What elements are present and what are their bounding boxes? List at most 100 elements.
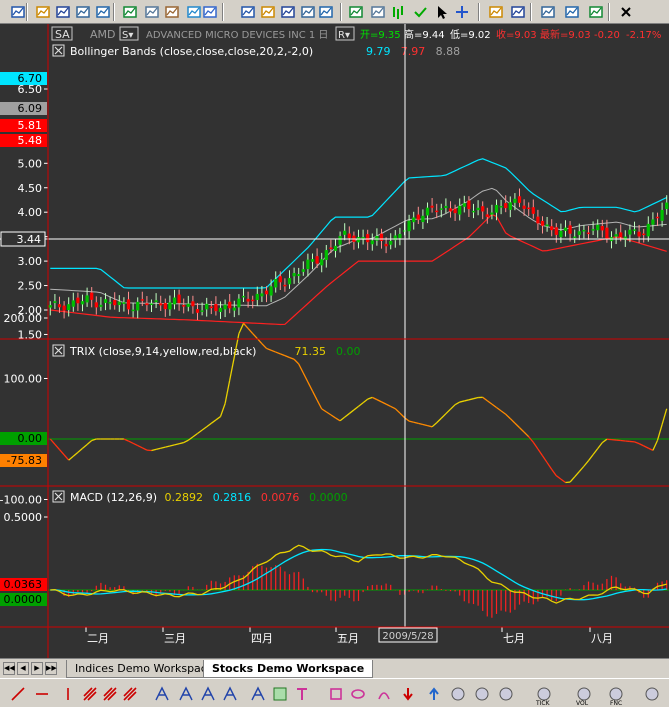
down-arrow-icon[interactable] <box>398 684 418 704</box>
clock-icon[interactable] <box>534 684 554 704</box>
vline-icon[interactable] <box>642 684 662 704</box>
chart-bar-icon[interactable] <box>616 2 636 22</box>
up-candle <box>596 224 600 231</box>
up-candle <box>218 307 223 312</box>
save-icon[interactable] <box>508 2 528 22</box>
tab-first-button[interactable]: ◀◀ <box>3 662 15 675</box>
tab-stocks-workspace[interactable]: Stocks Demo Workspace <box>203 660 374 678</box>
ellipse-icon[interactable] <box>348 684 368 704</box>
down-candle <box>347 233 351 239</box>
window-icon[interactable] <box>142 2 162 22</box>
gann-icon[interactable] <box>176 684 196 704</box>
line-icon[interactable] <box>8 684 28 704</box>
bar-icon[interactable] <box>298 2 318 22</box>
hline-icon[interactable] <box>606 684 626 704</box>
print-icon[interactable] <box>53 2 73 22</box>
trix-segment <box>436 417 442 424</box>
channel-icon[interactable] <box>100 684 120 704</box>
axis-badge-label: 0.0363 <box>4 578 43 591</box>
axis-badge <box>0 578 47 591</box>
tab-prev-button[interactable]: ◀ <box>17 662 29 675</box>
print-icon[interactable] <box>538 2 558 22</box>
trix-segment <box>468 398 474 401</box>
arrow-cursor-icon[interactable] <box>346 2 366 22</box>
crosshair-date-box <box>378 627 438 643</box>
up-arrow-icon[interactable] <box>424 684 444 704</box>
up-candle <box>577 231 581 235</box>
calendar-icon[interactable] <box>238 2 258 22</box>
pin-icon[interactable] <box>432 2 452 22</box>
folder-icon[interactable] <box>486 2 506 22</box>
chart-canvas[interactable]: SA AMD S▾ ADVANCED MICRO DEVICES INC 1 日 R▾ 开… <box>0 24 669 658</box>
trix-segment <box>233 333 240 358</box>
up-candle <box>53 301 57 303</box>
month-label: 二月 <box>87 632 109 645</box>
chart-bar-icon[interactable] <box>120 2 140 22</box>
down-candle <box>228 301 232 309</box>
tick-icon[interactable] <box>448 684 468 704</box>
table-icon[interactable] <box>562 2 582 22</box>
trix-segment <box>247 328 254 334</box>
trix-segment <box>390 405 396 410</box>
price-label-icon[interactable] <box>270 684 290 704</box>
tab-next-button[interactable]: ▶ <box>31 662 43 675</box>
check-icon[interactable] <box>316 2 336 22</box>
up-candle <box>205 303 209 310</box>
hline-icon[interactable] <box>32 684 52 704</box>
trix-segment <box>151 448 157 452</box>
plus-cursor-icon[interactable] <box>368 2 388 22</box>
trix-segment <box>72 451 79 457</box>
tab-last-button[interactable]: ▶▶ <box>45 662 57 675</box>
window-close-icon[interactable] <box>452 2 472 22</box>
table-icon[interactable] <box>73 2 93 22</box>
arc-icon[interactable] <box>374 684 394 704</box>
candle-icon[interactable] <box>278 2 298 22</box>
crosshair-icon[interactable] <box>258 2 278 22</box>
down-candle <box>159 303 163 306</box>
chart-area-icon[interactable] <box>184 2 204 22</box>
trend-icon[interactable] <box>220 684 240 704</box>
fnc-icon[interactable] <box>496 684 516 704</box>
tab-indices-workspace[interactable]: Indices Demo Workspace <box>66 660 223 678</box>
trix-segment <box>59 449 65 456</box>
vline-icon[interactable] <box>58 684 78 704</box>
comment-icon[interactable] <box>388 2 408 22</box>
chart-compare-icon[interactable] <box>200 2 220 22</box>
fan-icon[interactable] <box>152 684 172 704</box>
grid-icon[interactable] <box>248 684 268 704</box>
high-value: 高=9.44 <box>404 28 445 41</box>
line-icon[interactable] <box>574 684 594 704</box>
chart-icon[interactable] <box>586 2 606 22</box>
text-icon[interactable] <box>292 684 312 704</box>
cycle-icon[interactable] <box>198 684 218 704</box>
up-candle <box>274 278 278 288</box>
up-candle <box>131 309 135 312</box>
symbol-box[interactable] <box>51 26 73 41</box>
rect-icon[interactable] <box>326 684 346 704</box>
series-type-box[interactable] <box>119 26 139 41</box>
trix-segment <box>601 438 608 444</box>
up-candle <box>582 229 586 232</box>
trix-segment <box>482 396 488 402</box>
trix-segment <box>597 442 603 450</box>
trix-segment <box>367 396 373 400</box>
trix-segment <box>183 439 189 444</box>
trix-segment <box>445 408 451 415</box>
price-tick-label: 2.00 <box>18 304 43 317</box>
down-candle <box>209 306 213 309</box>
save-icon[interactable] <box>33 2 53 22</box>
up-candle <box>80 301 85 305</box>
down-candle <box>214 303 218 312</box>
chart-area[interactable]: SA AMD S▾ ADVANCED MICRO DEVICES INC 1 日 R▾ 开… <box>0 24 669 658</box>
trix-segment <box>385 403 391 407</box>
mode-box[interactable] <box>335 26 355 41</box>
down-candle <box>163 303 167 310</box>
chart-icon[interactable] <box>93 2 113 22</box>
folder-icon[interactable] <box>8 2 28 22</box>
chart-line-icon[interactable] <box>162 2 182 22</box>
fib-icon[interactable] <box>120 684 140 704</box>
move-icon[interactable] <box>410 2 430 22</box>
down-candle <box>283 284 287 287</box>
vol-icon[interactable] <box>472 684 492 704</box>
parallel-icon[interactable] <box>80 684 100 704</box>
